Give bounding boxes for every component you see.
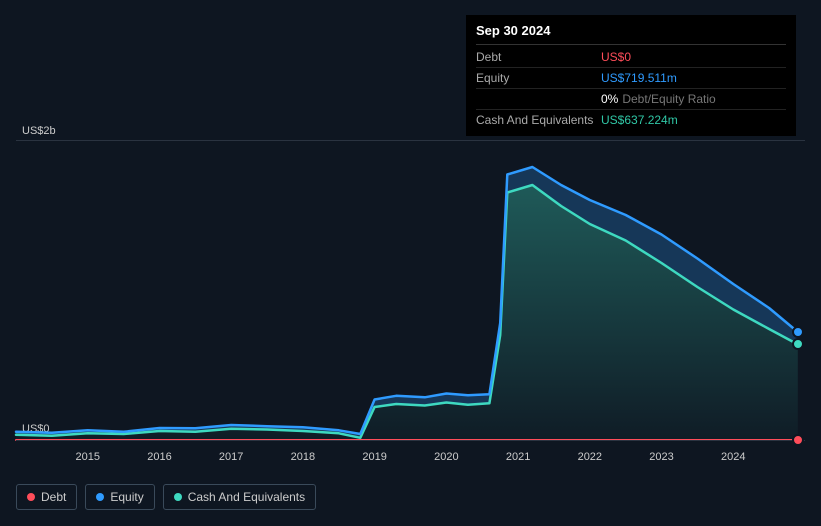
series-end-marker-debt [792,434,804,446]
chart-legend: Debt Equity Cash And Equivalents [16,484,316,510]
chart-plot-area [16,140,805,440]
tooltip-row: Cash And EquivalentsUS$637.224m [476,110,786,130]
chart-tooltip: Sep 30 2024DebtUS$0EquityUS$719.511m0%De… [466,15,796,136]
x-axis-label: 2021 [506,451,530,463]
tooltip-row-value: 0%Debt/Equity Ratio [601,90,716,108]
x-axis-label: 2018 [291,451,315,463]
chart-svg [16,140,805,440]
legend-swatch-icon [96,493,104,501]
series-end-marker-equity [792,326,804,338]
x-axis-label: 2015 [75,451,99,463]
legend-item-debt[interactable]: Debt [16,484,77,510]
legend-swatch-icon [27,493,35,501]
x-axis-label: 2020 [434,451,458,463]
tooltip-row-value: US$637.224m [601,111,678,129]
tooltip-row: EquityUS$719.511m [476,68,786,89]
tooltip-row-label: Cash And Equivalents [476,111,601,129]
x-axis-label: 2019 [362,451,386,463]
legend-label: Cash And Equivalents [188,490,305,504]
x-axis-label: 2024 [721,451,745,463]
legend-item-equity[interactable]: Equity [85,484,154,510]
x-axis-label: 2023 [649,451,673,463]
tooltip-row: DebtUS$0 [476,47,786,68]
y-axis-label: US$2b [22,125,56,137]
series-end-marker-cash-and-equivalents [792,338,804,350]
tooltip-title: Sep 30 2024 [476,21,786,45]
legend-swatch-icon [174,493,182,501]
tooltip-row: 0%Debt/Equity Ratio [476,89,786,110]
tooltip-row-value: US$719.511m [601,69,677,87]
tooltip-row-label: Debt [476,48,601,66]
tooltip-row-value: US$0 [601,48,631,66]
x-axis-label: 2022 [578,451,602,463]
gridline [16,140,805,141]
x-axis-label: 2017 [219,451,243,463]
x-axis-label: 2016 [147,451,171,463]
tooltip-row-label: Equity [476,69,601,87]
gridline [16,440,805,441]
tooltip-row-label [476,90,601,108]
legend-item-cash-and-equivalents[interactable]: Cash And Equivalents [163,484,316,510]
legend-label: Debt [41,490,66,504]
legend-label: Equity [110,490,143,504]
